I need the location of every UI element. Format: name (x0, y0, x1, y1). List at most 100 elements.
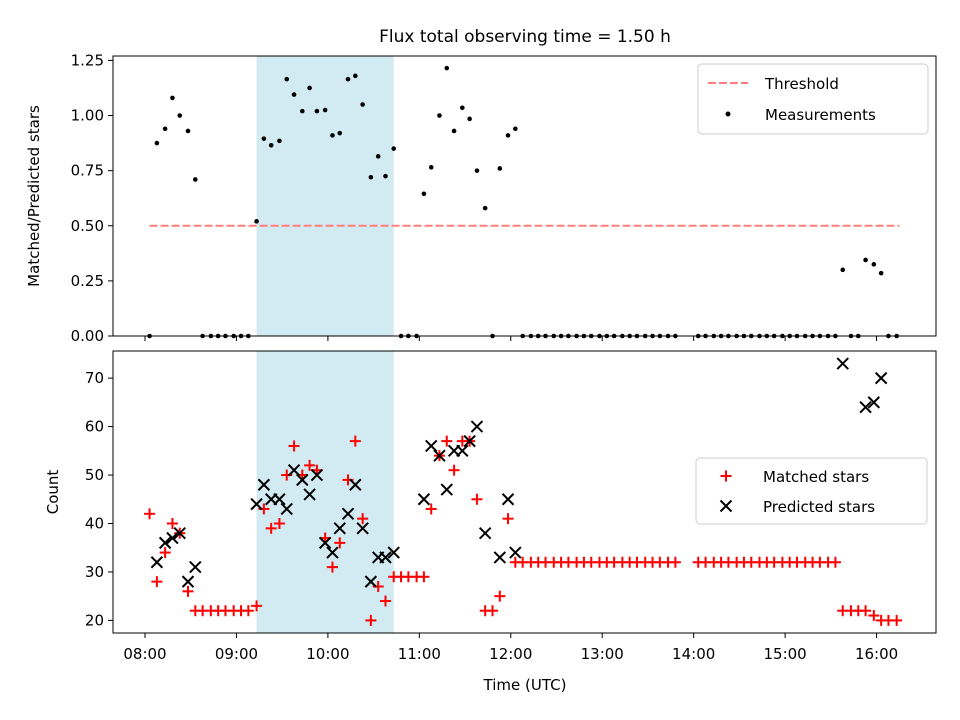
measurement-point (170, 95, 175, 101)
legend-plus-marker (720, 470, 732, 482)
top-y-axis-label: Matched/Predicted stars (25, 105, 43, 287)
matched-star-marker (357, 513, 369, 525)
x-tick-label: 09:00 (215, 645, 258, 663)
measurement-point (154, 140, 160, 146)
y-tick-label: 0.25 (71, 272, 104, 290)
legend-threshold-label: Threshold (764, 75, 839, 93)
legend-matched-swatch (720, 470, 732, 482)
measurement-point (505, 133, 511, 138)
matched-star-marker (304, 459, 316, 471)
measurement-point (391, 146, 397, 151)
predicted-star-marker (310, 468, 324, 482)
matched-star-marker (334, 537, 346, 549)
matched-star-marker (471, 493, 483, 505)
top-legend: Threshold Measurements (697, 63, 929, 135)
measurement-point (284, 76, 290, 82)
predicted-star-marker (470, 420, 484, 433)
measurement-point (840, 267, 846, 273)
measurement-point (162, 126, 168, 132)
predicted-star-marker (387, 546, 400, 559)
predicted-star-marker (463, 434, 476, 448)
matched-star-marker (418, 571, 430, 583)
matched-star-marker (144, 508, 156, 520)
y-tick-label: 30 (85, 563, 104, 581)
predicted-star-marker (867, 396, 881, 409)
legend-measurements-swatch (725, 111, 731, 117)
predicted-star-marker (166, 531, 179, 545)
predicted-star-marker (287, 463, 301, 477)
bottom-x-ticks: 08:00 09:00 10:00 11:00 12:00 13:00 14:00 15:00… (123, 633, 898, 663)
x-tick-label: 16:00 (855, 645, 898, 663)
predicted-star-marker (456, 444, 469, 458)
predicted-star-marker (859, 400, 872, 414)
predicted-star-marker (280, 502, 293, 516)
predicted-star-marker (874, 371, 888, 385)
predicted-star-marker (158, 536, 172, 550)
bottom-panel: 20 30 40 50 60 70 08:00 09:00 10:00 11:00 12:00 13… (44, 350, 937, 694)
measurement-point (299, 108, 305, 114)
predicted-star-marker (509, 546, 522, 559)
matched-star-marker (288, 440, 300, 452)
x-tick-label: 14:00 (672, 645, 715, 663)
legend-predicted-swatch (719, 499, 733, 513)
measurement-point (437, 113, 442, 118)
x-tick-label: 08:00 (123, 645, 166, 663)
predicted-star-marker (364, 575, 378, 588)
y-tick-label: 40 (85, 514, 104, 532)
measurement-point (375, 154, 381, 159)
measurement-point (421, 191, 427, 197)
measurement-point (467, 116, 472, 122)
measurement-point (353, 73, 358, 79)
predicted-star-marker (501, 493, 515, 506)
predicted-star-marker (250, 497, 263, 511)
y-tick-label: 1.00 (71, 107, 104, 125)
legend-measurements-label: Measurements (765, 106, 876, 124)
predicted-stars-points (150, 357, 888, 588)
measurement-point (277, 138, 282, 144)
predicted-star-marker (303, 488, 316, 501)
y-tick-label: 0.50 (71, 217, 104, 235)
matched-star-marker (380, 595, 392, 607)
y-tick-label: 20 (85, 611, 104, 629)
bottom-y-axis-label: Count (44, 470, 62, 515)
matched-star-marker (441, 435, 453, 447)
matched-star-marker (502, 513, 514, 525)
x-tick-label: 11:00 (398, 645, 441, 663)
legend-predicted-label: Predicted stars (763, 498, 875, 516)
matched-star-marker (448, 464, 460, 476)
measurement-point (444, 65, 450, 71)
measurement-point (261, 136, 267, 141)
matched-star-marker (242, 605, 254, 617)
matched-star-marker (182, 585, 194, 597)
predicted-star-marker (296, 473, 309, 487)
measurement-point (460, 105, 465, 111)
y-tick-label: 50 (85, 466, 104, 484)
measurement-point (368, 174, 374, 180)
predicted-star-marker (379, 551, 392, 564)
predicted-star-marker (349, 478, 362, 491)
predicted-star-marker (181, 575, 195, 588)
measurement-point (322, 107, 328, 113)
matched-star-marker (425, 503, 437, 515)
matched-star-marker (365, 614, 377, 626)
measurement-point (482, 205, 488, 211)
matched-star-marker (868, 610, 880, 622)
measurement-point (497, 166, 503, 171)
measurement-point (254, 219, 259, 224)
measurement-point (185, 128, 191, 134)
bottom-legend-box (695, 457, 928, 525)
top-y-ticks: 0.00 0.25 0.50 0.75 1.00 1.25 (71, 51, 113, 345)
matched-stars-points (144, 435, 903, 626)
matched-star-marker (829, 556, 841, 568)
x-tick-label: 13:00 (581, 645, 624, 663)
x-tick-label: 12:00 (489, 645, 532, 663)
top-panel: Flux total observing time = 1.50 h 0.000… (25, 27, 937, 345)
measurement-point (428, 165, 434, 170)
measurement-point (878, 270, 884, 276)
predicted-star-marker (273, 493, 286, 506)
y-tick-label: 60 (85, 418, 104, 436)
measurement-point (177, 113, 183, 118)
predicted-star-marker (836, 357, 849, 370)
top-shaded-span (256, 56, 394, 336)
predicted-star-marker (493, 551, 507, 564)
